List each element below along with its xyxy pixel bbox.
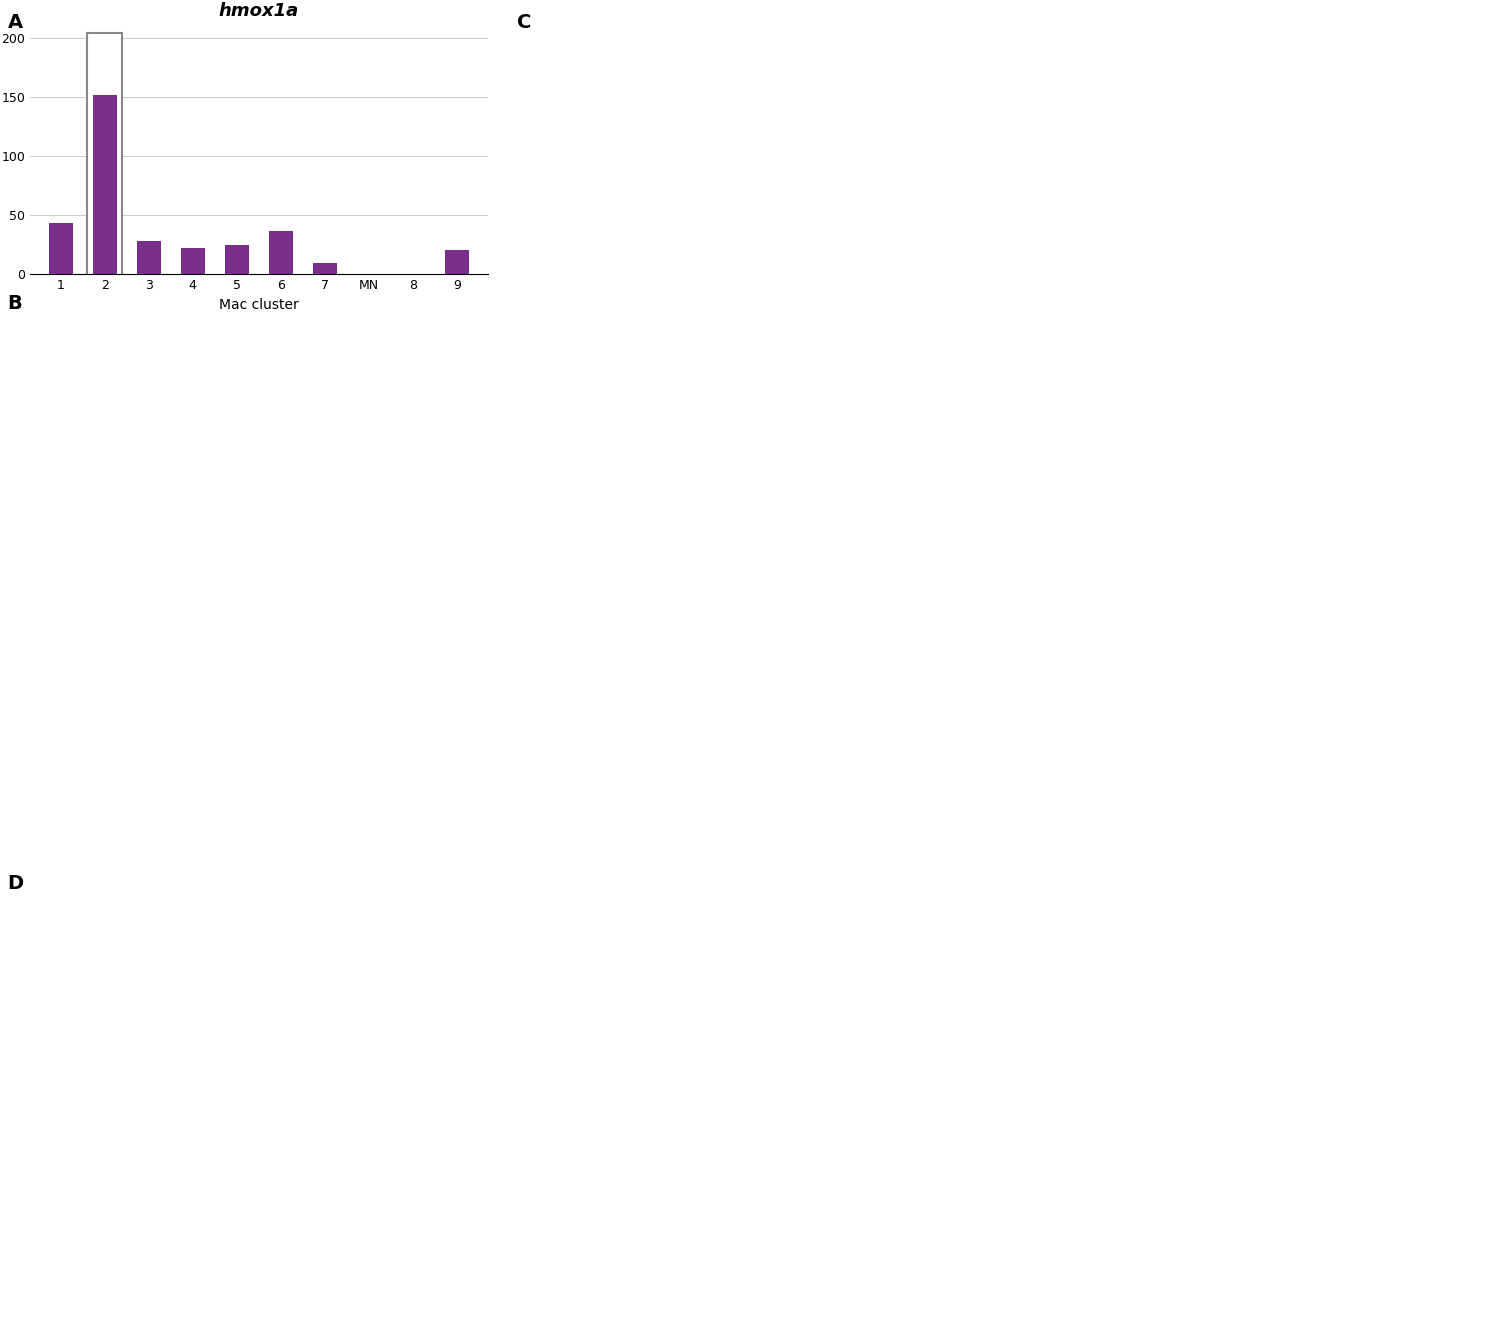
Text: B: B [8,294,22,312]
Text: A: A [8,13,22,32]
Bar [93,95,117,274]
Bar [48,223,74,274]
Bar [312,263,338,274]
Text: C: C [518,13,532,32]
Bar [225,246,249,274]
Text: D: D [8,874,24,893]
Bar [444,250,470,274]
Bar [268,231,292,274]
Bar [136,240,160,274]
Bar [87,32,122,275]
Bar [180,248,206,274]
Bar [93,95,117,274]
Title: hmox1a: hmox1a [219,1,298,20]
X-axis label: Mac cluster: Mac cluster [219,299,298,312]
